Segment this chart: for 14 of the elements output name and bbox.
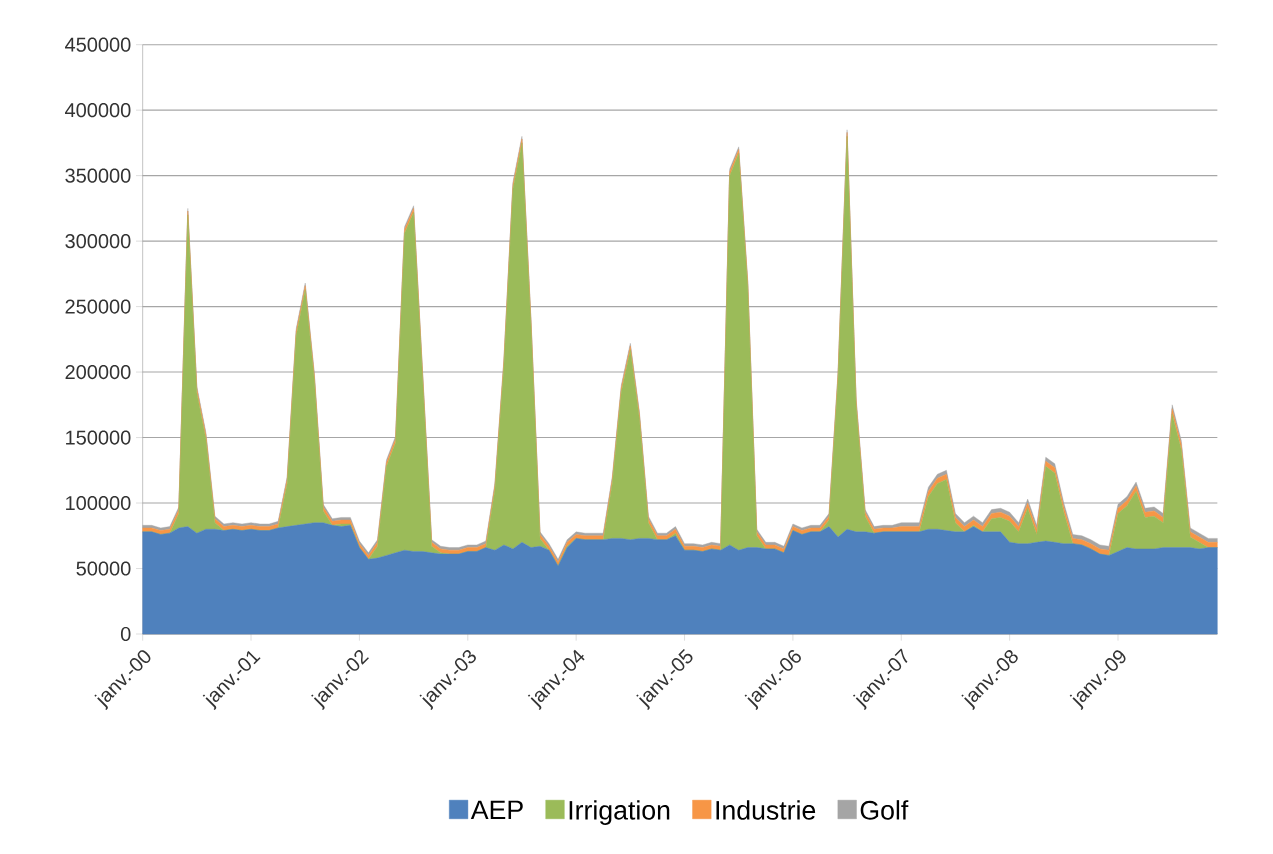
y-tick-label: 0 [120, 626, 131, 642]
legend-label: Golf [860, 800, 909, 820]
y-tick-label: 50000 [76, 561, 131, 576]
legend-label: Irrigation [569, 800, 670, 826]
y-tick-label: 300000 [65, 234, 131, 249]
y-tick-label: 200000 [65, 364, 131, 380]
legend-label: Industrie [716, 800, 816, 820]
legend-label: AEP [470, 800, 523, 819]
y-tick-label: 150000 [66, 430, 131, 445]
y-tick-label: 350000 [65, 168, 131, 183]
y-tick-label: 400000 [65, 103, 131, 118]
y-tick-label: 100000 [66, 495, 131, 511]
y-tick-label: 450000 [65, 37, 131, 52]
y-tick-label: 250000 [65, 299, 131, 314]
